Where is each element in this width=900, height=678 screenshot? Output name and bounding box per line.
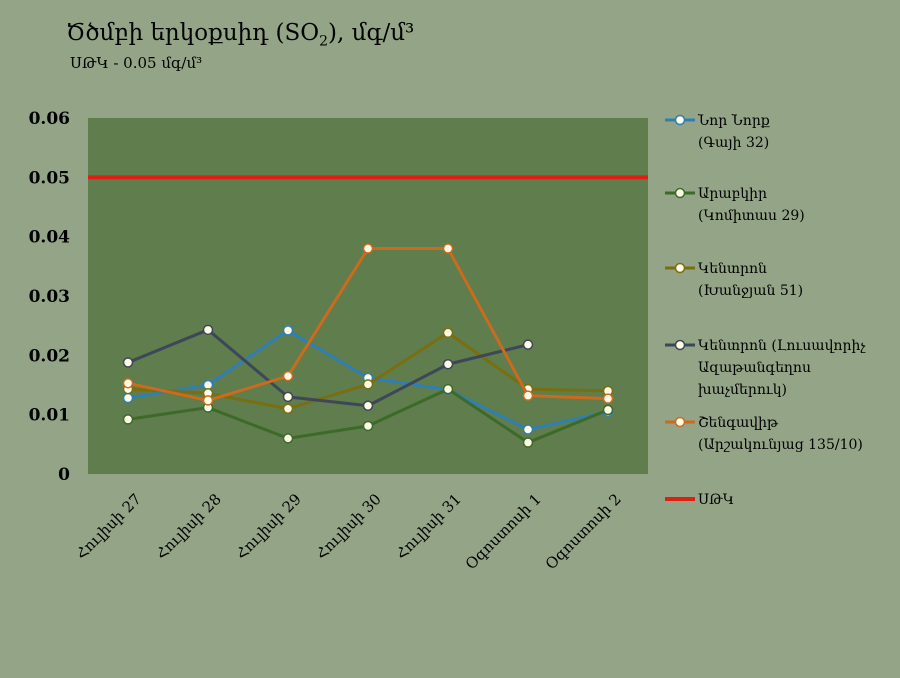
data-point <box>442 243 454 254</box>
data-point <box>442 358 454 370</box>
data-point <box>202 324 214 336</box>
data-point <box>122 377 134 389</box>
y-axis: 0 0.01 0.02 0.03 0.04 0.05 0.06 <box>29 109 71 485</box>
legend-item: Շենգավիթ (Արշակունյաց 135/10) <box>665 415 863 453</box>
y-tick-label: 0.02 <box>29 346 70 366</box>
data-point <box>602 404 614 416</box>
x-tick-label: Հուլիսի 30 <box>312 490 385 563</box>
data-point <box>122 392 134 404</box>
y-tick-label: 0.06 <box>29 109 70 129</box>
series-3 <box>122 324 534 412</box>
data-point <box>282 391 294 403</box>
data-point <box>282 325 294 336</box>
legend-item: Կենտրոն (Լուսավորիչ Ազաթանգեղոս խաչմերուկ) <box>665 338 866 398</box>
legend-item: Նոր Նորք (Գայի 32) <box>665 113 770 151</box>
legend-label: Կենտրոն (Լուսավորիչ <box>698 338 866 354</box>
y-tick-label: 0.03 <box>29 287 70 307</box>
series-1 <box>122 383 614 448</box>
data-point <box>522 424 534 435</box>
y-tick-label: 0.04 <box>29 228 71 248</box>
x-tick-label: Հուլիսի 28 <box>152 490 225 563</box>
data-point <box>122 357 134 368</box>
x-axis: Հուլիսի 27 Հուլիսի 28 Հուլիսի 29 Հուլիսի 30… <box>72 490 625 573</box>
series-line <box>127 328 529 408</box>
data-point <box>282 403 294 414</box>
chart-title: Ծծմբի երկօքսիդ (SO2), մգ/մ³ <box>66 20 415 50</box>
legend-item: Կենտրոն (Խանջյան 51) <box>665 261 803 299</box>
x-tick-label: Հուլիսի 29 <box>232 490 305 563</box>
y-tick-label: 0 <box>58 465 70 485</box>
series-0 <box>122 325 614 435</box>
data-point <box>282 433 294 444</box>
legend-item-threshold: ՍԹԿ <box>665 492 734 508</box>
data-point <box>282 370 294 382</box>
data-point <box>442 327 454 339</box>
data-point <box>122 414 134 425</box>
data-point <box>362 400 374 412</box>
legend-label: (Արշակունյաց 135/10) <box>698 437 863 453</box>
chart-subtitle: ՍԹԿ - 0.05 մգ/մ³ <box>70 54 203 72</box>
data-point <box>362 420 374 432</box>
data-point <box>522 390 534 401</box>
legend-label: (Գայի 32) <box>698 135 769 151</box>
legend-label: Արաբկիր <box>698 186 767 202</box>
y-tick-label: 0.01 <box>29 406 70 426</box>
data-point <box>362 379 374 390</box>
series-2 <box>122 327 614 414</box>
legend-marker <box>674 262 686 274</box>
legend-label: խաչմերուկ) <box>698 382 787 398</box>
legend-marker <box>674 187 686 199</box>
data-point <box>522 437 534 448</box>
data-point <box>362 243 374 254</box>
x-tick-label: Օգոստոսի 2 <box>542 490 625 573</box>
legend-marker <box>674 114 686 126</box>
legend-label: Նոր Նորք <box>697 113 770 129</box>
legend-label: Շենգավիթ <box>698 415 779 431</box>
y-tick-label: 0.05 <box>29 168 70 188</box>
data-point <box>202 395 214 406</box>
series-layer <box>122 243 614 448</box>
data-point <box>442 383 454 395</box>
legend-label: Ազաթանգեղոս <box>698 360 811 376</box>
series-4 <box>122 243 614 406</box>
legend-item: Արաբկիր (Կոմիտաս 29) <box>665 186 805 224</box>
legend-label: (Կոմիտաս 29) <box>698 208 805 224</box>
x-tick-label: Հուլիսի 31 <box>392 490 465 563</box>
x-tick-label: Հուլիսի 27 <box>72 490 145 563</box>
data-point <box>522 339 534 350</box>
legend-marker <box>674 416 686 428</box>
legend-marker <box>674 339 686 351</box>
legend: Նոր Նորք (Գայի 32) Արաբկիր (Կոմիտաս 29) Կենտ… <box>665 113 866 508</box>
legend-label: ՍԹԿ <box>698 492 734 508</box>
legend-label: Կենտրոն <box>698 261 767 277</box>
data-point <box>602 393 614 404</box>
legend-label: (Խանջյան 51) <box>698 283 803 299</box>
x-tick-label: Օգոստոսի 1 <box>462 490 545 573</box>
